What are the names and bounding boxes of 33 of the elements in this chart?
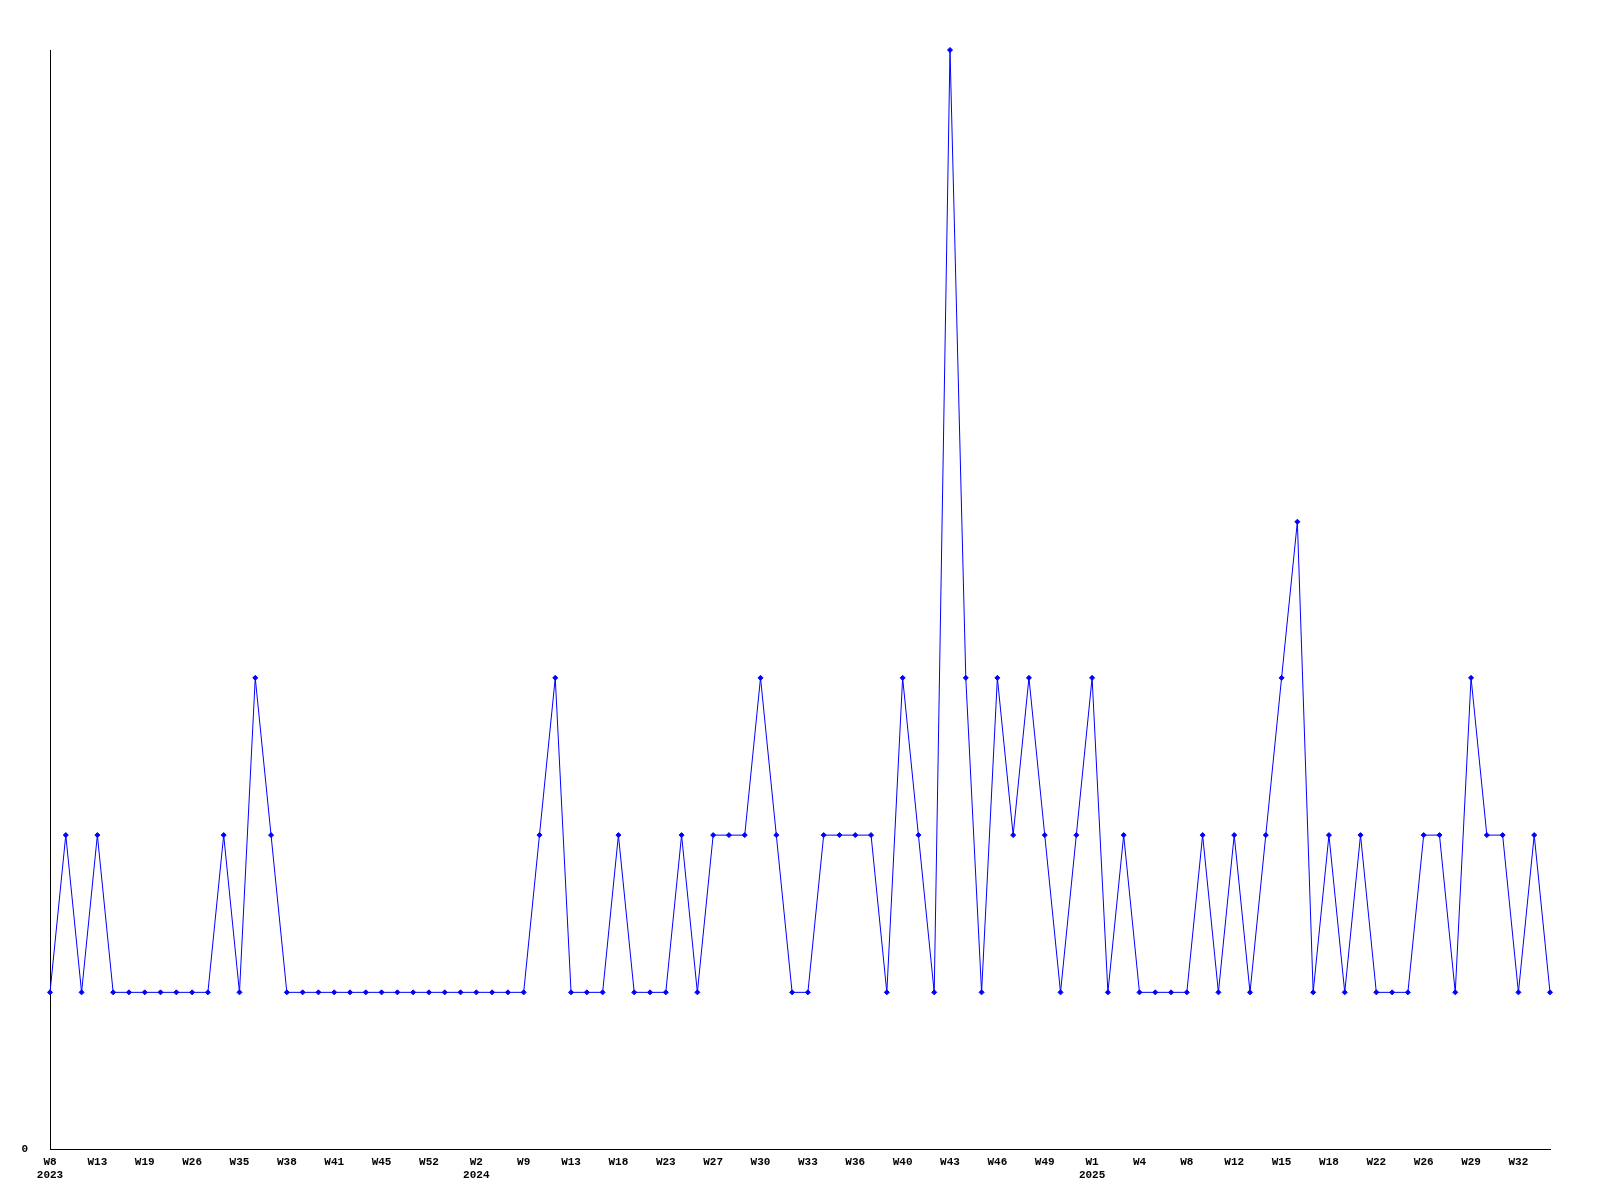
x-tick-label: W19 bbox=[134, 1155, 155, 1168]
x-tick-label: W43 bbox=[940, 1155, 961, 1168]
x-tick-label: W18 bbox=[608, 1155, 629, 1168]
x-tick-label: W26 bbox=[182, 1155, 203, 1168]
x-tick-label: W2 2024 bbox=[463, 1155, 490, 1182]
x-tick-label: W12 bbox=[1224, 1155, 1245, 1168]
x-tick-label: W13 bbox=[87, 1155, 108, 1168]
x-tick-label: W32 bbox=[1508, 1155, 1529, 1168]
x-tick-label: W4 bbox=[1132, 1155, 1147, 1168]
x-tick-label: W13 bbox=[561, 1155, 582, 1168]
x-tick-label: W15 bbox=[1271, 1155, 1292, 1168]
x-tick-label: W52 bbox=[419, 1155, 439, 1168]
x-tick-label: W45 bbox=[371, 1155, 392, 1168]
x-tick-label: W40 bbox=[892, 1155, 913, 1168]
x-tick-label: W49 bbox=[1034, 1155, 1055, 1168]
x-tick-label: W9 bbox=[517, 1155, 531, 1168]
x-tick-label: W41 bbox=[324, 1155, 345, 1168]
x-tick-label: W29 bbox=[1461, 1155, 1481, 1168]
x-tick-label: W35 bbox=[229, 1155, 250, 1168]
x-tick-label: W27 bbox=[703, 1155, 724, 1168]
x-tick-label: W8 2023 bbox=[36, 1155, 64, 1182]
x-tick-label: W18 bbox=[1319, 1155, 1340, 1168]
x-tick-label: W1 2025 bbox=[1078, 1155, 1106, 1182]
x-tick-label: W33 bbox=[797, 1155, 819, 1168]
x-tick-label: W8 bbox=[1180, 1155, 1194, 1168]
x-tick-label: W38 bbox=[276, 1155, 298, 1168]
x-tick-label: W36 bbox=[845, 1155, 866, 1168]
x-tick-label: W22 bbox=[1366, 1155, 1387, 1168]
x-tick-label: W46 bbox=[987, 1155, 1008, 1168]
x-tick-label: W26 bbox=[1413, 1155, 1434, 1168]
text: 0 bbox=[21, 1143, 28, 1156]
x-tick-label: W23 bbox=[655, 1155, 677, 1168]
x-tick-label: W30 bbox=[750, 1155, 771, 1168]
